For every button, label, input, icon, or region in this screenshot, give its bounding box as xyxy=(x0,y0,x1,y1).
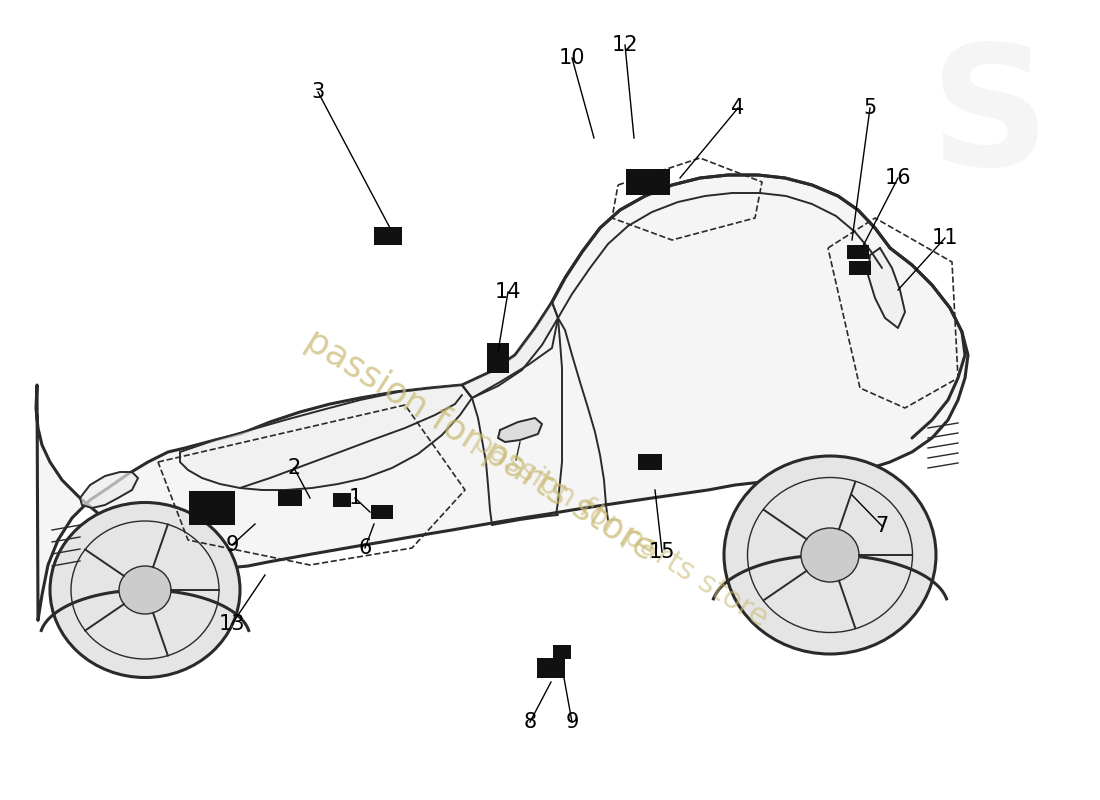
Text: 4: 4 xyxy=(732,98,745,118)
FancyBboxPatch shape xyxy=(487,343,509,373)
Text: 5: 5 xyxy=(864,98,877,118)
Text: 12: 12 xyxy=(612,35,638,55)
FancyBboxPatch shape xyxy=(847,245,869,259)
Polygon shape xyxy=(80,472,138,508)
FancyBboxPatch shape xyxy=(374,227,401,245)
Text: S: S xyxy=(930,38,1050,202)
Text: 11: 11 xyxy=(932,228,958,248)
Text: 16: 16 xyxy=(884,168,911,188)
Text: 1: 1 xyxy=(349,488,362,508)
FancyBboxPatch shape xyxy=(626,169,670,195)
Text: 14: 14 xyxy=(495,282,521,302)
Ellipse shape xyxy=(801,528,859,582)
Text: passion for parts store: passion for parts store xyxy=(466,426,773,634)
Text: 7: 7 xyxy=(876,516,889,536)
Text: passion for parts store: passion for parts store xyxy=(299,323,661,567)
FancyBboxPatch shape xyxy=(371,505,393,519)
Text: 2: 2 xyxy=(287,458,300,478)
Text: 13: 13 xyxy=(219,614,245,634)
FancyBboxPatch shape xyxy=(333,493,351,507)
FancyBboxPatch shape xyxy=(849,261,871,275)
Polygon shape xyxy=(868,248,905,328)
Ellipse shape xyxy=(724,456,936,654)
Ellipse shape xyxy=(50,502,240,678)
Text: 9: 9 xyxy=(226,535,239,555)
Polygon shape xyxy=(36,175,968,620)
FancyBboxPatch shape xyxy=(638,454,662,470)
Text: 3: 3 xyxy=(311,82,324,102)
Text: 10: 10 xyxy=(559,48,585,68)
Text: 9: 9 xyxy=(565,712,579,732)
Ellipse shape xyxy=(119,566,170,614)
FancyBboxPatch shape xyxy=(537,658,565,678)
Polygon shape xyxy=(498,418,542,442)
Text: 6: 6 xyxy=(359,538,372,558)
Polygon shape xyxy=(462,302,558,398)
FancyBboxPatch shape xyxy=(278,490,303,506)
FancyBboxPatch shape xyxy=(553,645,571,659)
Text: 15: 15 xyxy=(649,542,675,562)
FancyBboxPatch shape xyxy=(189,491,235,525)
Polygon shape xyxy=(180,385,472,490)
Text: 8: 8 xyxy=(524,712,537,732)
